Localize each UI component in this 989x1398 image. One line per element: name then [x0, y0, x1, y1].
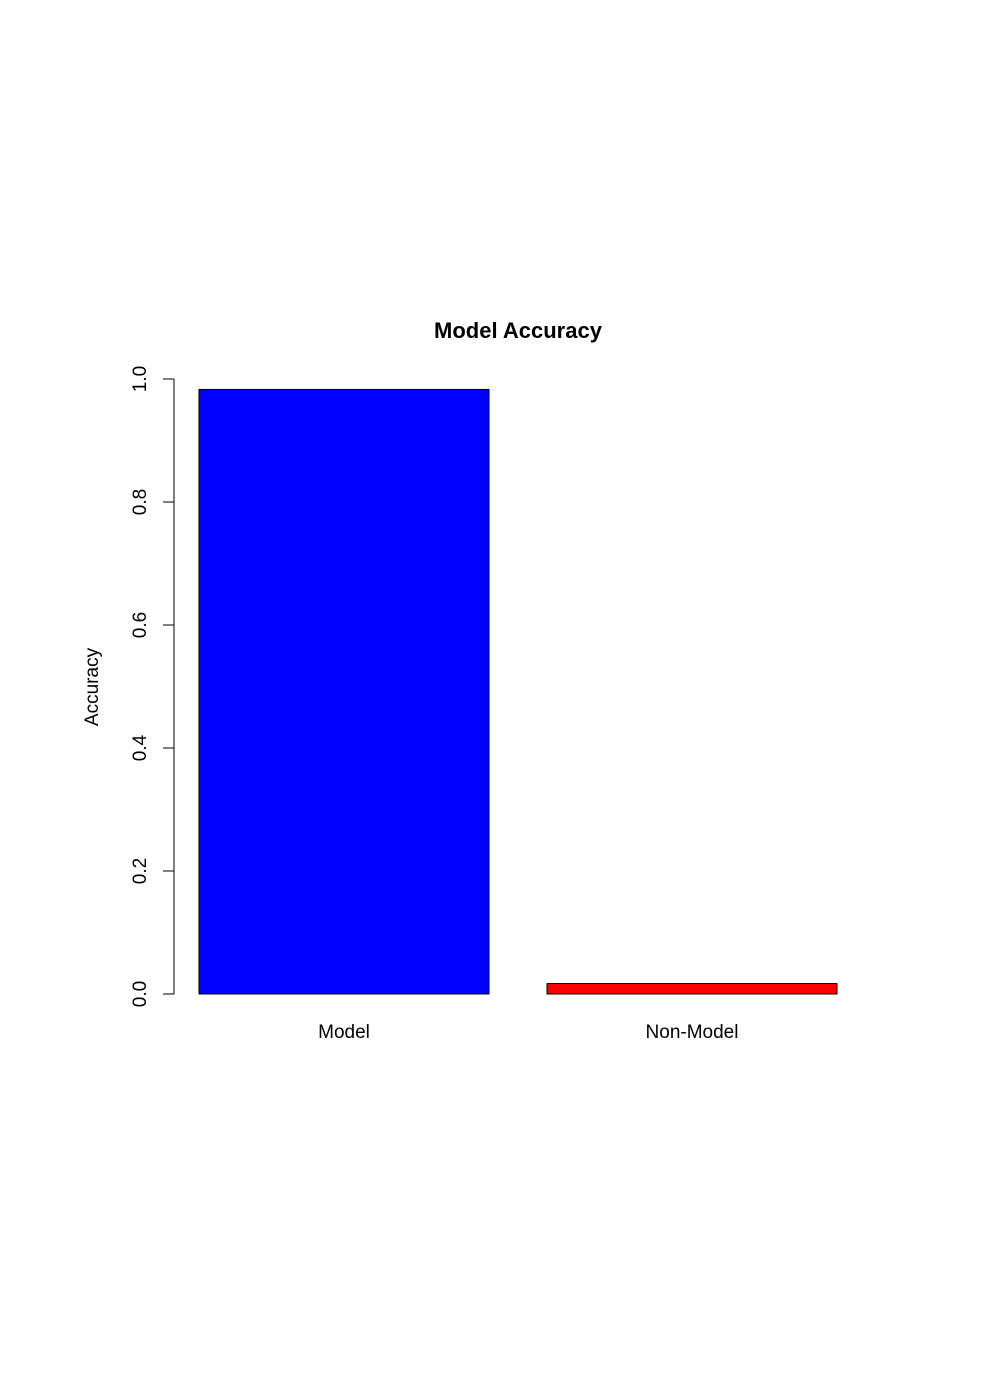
x-category-label: Non-Model [646, 1022, 739, 1043]
y-tick-label: 0.4 [130, 734, 151, 761]
y-tick-label: 0.8 [130, 489, 151, 515]
y-axis-ticks: 0.0 0.2 0.4 0.6 0.8 1.0 [130, 366, 174, 1007]
y-tick-label: 1.0 [130, 366, 151, 392]
y-axis-label: Accuracy [82, 647, 103, 726]
y-tick-label: 0.6 [130, 612, 151, 638]
x-category-label: Model [318, 1022, 370, 1043]
chart-title: Model Accuracy [434, 318, 603, 343]
y-tick-label: 0.2 [130, 858, 151, 884]
bars [198, 388, 838, 995]
bar-model [198, 388, 490, 995]
category-labels: Model Non-Model [318, 1022, 738, 1043]
y-tick-label: 0.0 [130, 981, 151, 1007]
bar-non-model [546, 983, 838, 995]
